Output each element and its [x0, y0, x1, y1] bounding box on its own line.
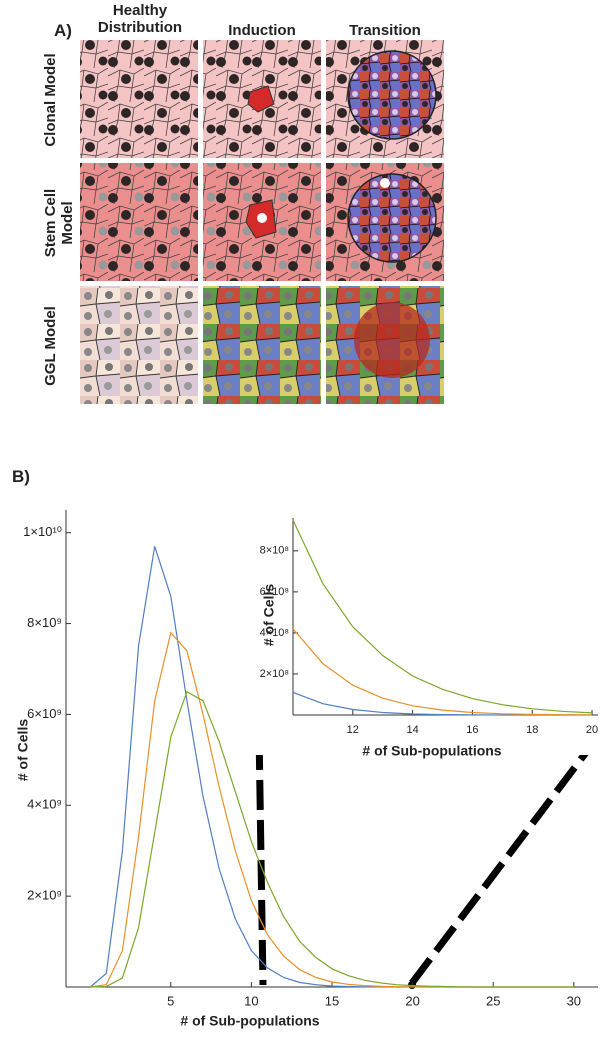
panel-label: A)	[54, 21, 72, 40]
y-tick-label: 2×10⁹	[27, 888, 62, 903]
inset-background	[248, 506, 603, 755]
x-tick-label: 16	[466, 724, 478, 736]
y-tick-label: 2×10⁸	[260, 668, 289, 680]
y-tick-label: 4×10⁸	[260, 627, 289, 639]
x-axis-title: # of Sub-populations	[362, 743, 501, 759]
x-tick-label: 20	[586, 724, 598, 736]
column-header: Induction	[228, 22, 296, 39]
y-axis-title: # of Cells	[15, 719, 31, 781]
y-tick-label: 1×10¹⁰	[23, 524, 62, 539]
row-header: GGL Model	[42, 306, 59, 386]
series-line	[292, 628, 593, 716]
y-tick-label: 8×10⁹	[27, 615, 62, 630]
x-tick-label: 5	[167, 993, 174, 1008]
y-axis-title: # of Cells	[261, 584, 277, 646]
series-line	[292, 519, 593, 714]
row-header: Clonal Model	[42, 53, 59, 147]
column-header: Healthy Distribution	[97, 2, 183, 36]
x-tick-label: 15	[325, 993, 339, 1008]
x-tick-label: 25	[486, 993, 500, 1008]
x-tick-label: 10	[244, 993, 258, 1008]
x-tick-label: 12	[347, 724, 359, 736]
x-axis-title: # of Sub-populations	[180, 1013, 319, 1029]
panel-a-images	[80, 40, 444, 404]
dashed-marker	[409, 727, 606, 986]
y-tick-label: 6×10⁹	[27, 706, 62, 721]
series-line	[90, 690, 574, 988]
x-tick-label: 14	[406, 724, 418, 736]
x-tick-label: 18	[526, 724, 538, 736]
x-tick-label: 30	[567, 993, 581, 1008]
column-header: Transition	[349, 22, 421, 39]
row-header: Stem Cell Model	[42, 188, 76, 258]
y-tick-label: 8×10⁸	[260, 545, 289, 557]
dashed-marker	[252, 539, 267, 986]
panel-label: B)	[12, 467, 30, 486]
x-tick-label: 20	[405, 993, 419, 1008]
y-tick-label: 4×10⁹	[27, 797, 62, 812]
y-tick-label: 6×10⁸	[260, 586, 289, 598]
